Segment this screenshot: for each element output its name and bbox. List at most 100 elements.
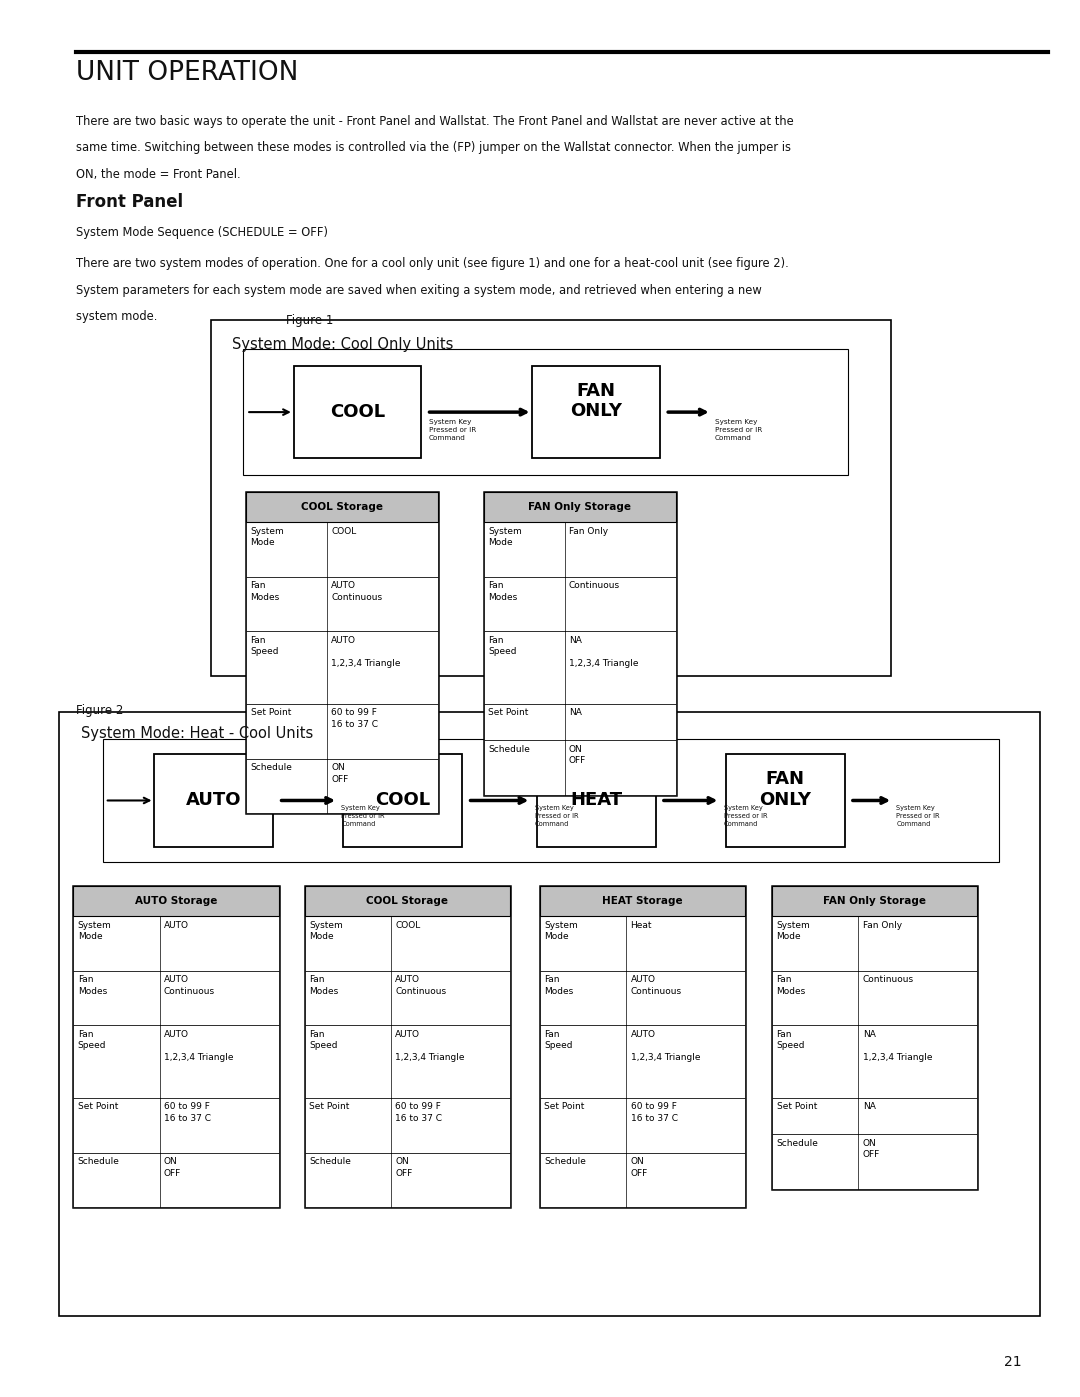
Text: COOL: COOL	[375, 792, 431, 809]
Text: System Key
Pressed or IR
Command: System Key Pressed or IR Command	[429, 419, 476, 441]
Text: System Key
Pressed or IR
Command: System Key Pressed or IR Command	[724, 805, 767, 827]
Text: HEAT: HEAT	[570, 792, 622, 809]
Text: Fan
Speed: Fan Speed	[777, 1030, 805, 1051]
Bar	[73, 916, 279, 971]
Text: AUTO
Continuous: AUTO Continuous	[395, 975, 446, 996]
Text: System
Mode: System Mode	[251, 527, 284, 548]
Text: ON
OFF: ON OFF	[332, 763, 349, 784]
Text: Fan
Speed: Fan Speed	[251, 636, 279, 657]
Bar	[343, 754, 462, 847]
Bar	[540, 886, 745, 1207]
Text: AUTO

1,2,3,4 Triangle: AUTO 1,2,3,4 Triangle	[332, 636, 401, 668]
Text: AUTO
Continuous: AUTO Continuous	[164, 975, 215, 996]
Text: 60 to 99 F
16 to 37 C: 60 to 99 F 16 to 37 C	[164, 1102, 211, 1123]
Bar	[540, 1153, 745, 1207]
Text: Figure 2: Figure 2	[76, 704, 123, 717]
Text: Fan
Speed: Fan Speed	[488, 636, 516, 657]
Text: ON
OFF: ON OFF	[164, 1157, 181, 1178]
Bar	[243, 349, 848, 475]
Bar	[294, 366, 421, 458]
Bar	[772, 971, 977, 1025]
Text: System
Mode: System Mode	[78, 921, 111, 942]
Bar	[103, 739, 999, 862]
Text: Heat: Heat	[631, 921, 652, 929]
Text: NA: NA	[569, 708, 582, 717]
Text: 60 to 99 F
16 to 37 C: 60 to 99 F 16 to 37 C	[332, 708, 378, 729]
Bar	[246, 492, 438, 522]
Text: FAN Only Storage: FAN Only Storage	[823, 895, 927, 907]
Text: Front Panel: Front Panel	[76, 193, 183, 211]
Text: ON
OFF: ON OFF	[631, 1157, 648, 1178]
Text: FAN
ONLY: FAN ONLY	[759, 770, 811, 809]
Bar	[73, 1025, 279, 1098]
Text: ON
OFF: ON OFF	[569, 745, 586, 766]
Text: Set Point: Set Point	[78, 1102, 118, 1111]
Bar	[540, 886, 745, 916]
Text: There are two system modes of operation. One for a cool only unit (see figure 1): There are two system modes of operation.…	[76, 257, 788, 270]
Text: System Key
Pressed or IR
Command: System Key Pressed or IR Command	[715, 419, 762, 441]
Bar	[772, 1025, 977, 1098]
Text: System
Mode: System Mode	[544, 921, 578, 942]
Text: NA: NA	[863, 1102, 876, 1111]
Bar	[484, 522, 676, 577]
Text: System Key
Pressed or IR
Command: System Key Pressed or IR Command	[341, 805, 384, 827]
Bar	[73, 971, 279, 1025]
Text: Fan
Speed: Fan Speed	[544, 1030, 572, 1051]
Text: UNIT OPERATION: UNIT OPERATION	[76, 60, 298, 87]
Text: AUTO: AUTO	[186, 792, 242, 809]
Bar	[537, 754, 656, 847]
Bar	[772, 886, 977, 1189]
Bar	[246, 492, 438, 813]
Text: System Mode: Cool Only Units: System Mode: Cool Only Units	[232, 337, 454, 352]
Bar	[772, 916, 977, 971]
Text: Fan
Modes: Fan Modes	[251, 581, 280, 602]
Bar	[772, 886, 977, 916]
Text: Fan
Modes: Fan Modes	[309, 975, 338, 996]
Bar	[305, 886, 510, 916]
Text: 60 to 99 F
16 to 37 C: 60 to 99 F 16 to 37 C	[631, 1102, 677, 1123]
Bar	[246, 577, 438, 631]
Text: Set Point: Set Point	[488, 708, 528, 717]
Bar	[484, 740, 676, 795]
Bar	[154, 754, 273, 847]
Bar	[484, 577, 676, 631]
Text: Fan
Modes: Fan Modes	[78, 975, 107, 996]
Text: FAN
ONLY: FAN ONLY	[570, 381, 622, 420]
Text: Continuous: Continuous	[569, 581, 620, 590]
Bar	[246, 704, 438, 759]
Text: System parameters for each system mode are saved when exiting a system mode, and: System parameters for each system mode a…	[76, 284, 761, 296]
Bar	[305, 1153, 510, 1207]
Bar	[532, 366, 660, 458]
Text: Set Point: Set Point	[544, 1102, 584, 1111]
Bar	[540, 1025, 745, 1098]
Bar	[484, 704, 676, 740]
Text: 21: 21	[1004, 1355, 1022, 1369]
Text: Fan
Modes: Fan Modes	[544, 975, 573, 996]
Text: ON, the mode = Front Panel.: ON, the mode = Front Panel.	[76, 168, 240, 180]
Text: System Key
Pressed or IR
Command: System Key Pressed or IR Command	[896, 805, 940, 827]
Text: Schedule: Schedule	[488, 745, 530, 753]
Text: AUTO

1,2,3,4 Triangle: AUTO 1,2,3,4 Triangle	[631, 1030, 700, 1062]
Bar	[305, 1025, 510, 1098]
Bar	[73, 1153, 279, 1207]
Text: FAN Only Storage: FAN Only Storage	[528, 502, 632, 513]
Text: Schedule: Schedule	[78, 1157, 120, 1165]
Bar	[772, 1098, 977, 1134]
Bar	[484, 492, 676, 795]
Text: Figure 1: Figure 1	[286, 314, 334, 327]
Bar	[305, 886, 510, 1207]
Text: System
Mode: System Mode	[777, 921, 810, 942]
Text: AUTO

1,2,3,4 Triangle: AUTO 1,2,3,4 Triangle	[164, 1030, 233, 1062]
Text: COOL: COOL	[332, 527, 356, 535]
Text: There are two basic ways to operate the unit - Front Panel and Wallstat. The Fro: There are two basic ways to operate the …	[76, 115, 794, 127]
Text: NA

1,2,3,4 Triangle: NA 1,2,3,4 Triangle	[569, 636, 638, 668]
Text: NA

1,2,3,4 Triangle: NA 1,2,3,4 Triangle	[863, 1030, 932, 1062]
Text: Fan
Speed: Fan Speed	[309, 1030, 337, 1051]
Bar	[484, 492, 676, 522]
Bar	[772, 1134, 977, 1189]
Bar	[59, 712, 1040, 1316]
Text: same time. Switching between these modes is controlled via the (FP) jumper on th: same time. Switching between these modes…	[76, 141, 791, 154]
Text: system mode.: system mode.	[76, 310, 157, 323]
Bar	[73, 886, 279, 1207]
Bar	[484, 631, 676, 704]
